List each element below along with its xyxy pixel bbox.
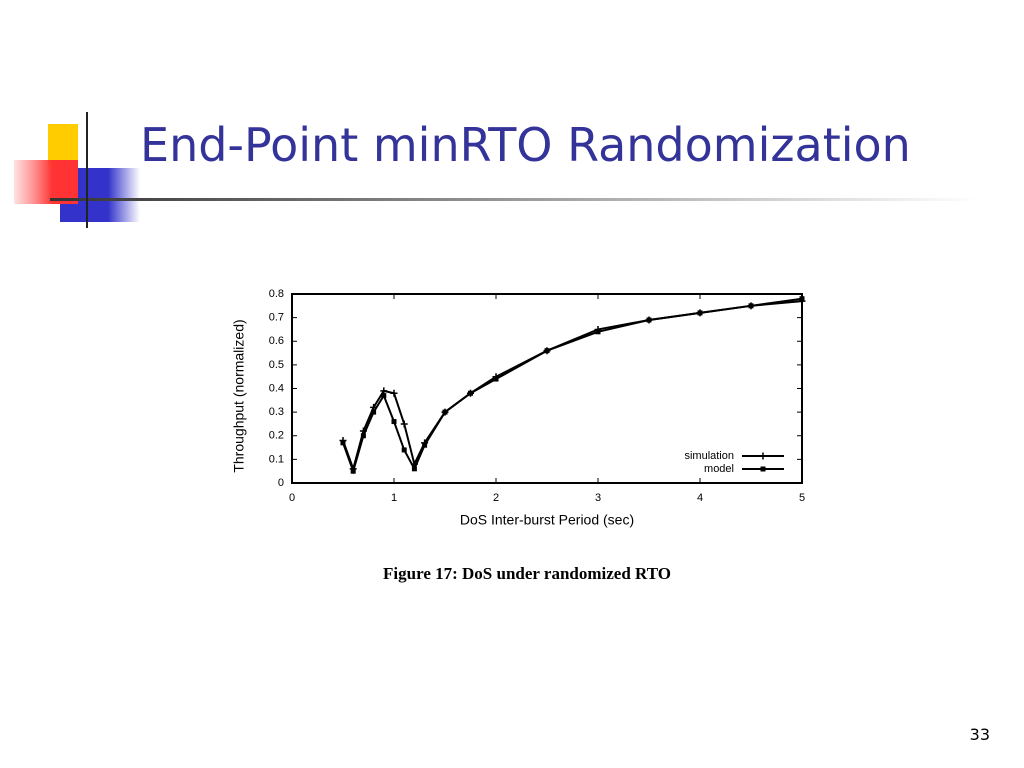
data-point — [422, 442, 428, 448]
y-tick-label: 0.8 — [269, 288, 284, 300]
data-point — [401, 447, 407, 453]
data-point — [391, 419, 397, 425]
red-square — [14, 160, 78, 204]
data-point — [595, 329, 601, 335]
x-tick-label: 1 — [391, 492, 397, 504]
y-tick-label: 0.7 — [269, 312, 284, 324]
x-axis-label: DoS Inter-burst Period (sec) — [460, 512, 634, 528]
data-point — [442, 409, 448, 415]
data-point — [350, 468, 356, 474]
y-tick-label: 0.6 — [269, 335, 284, 347]
y-tick-label: 0.1 — [269, 453, 284, 465]
legend-marker — [759, 452, 767, 460]
y-tick-label: 0 — [278, 477, 284, 489]
legend-label: simulation — [684, 450, 734, 462]
y-tick-label: 0.5 — [269, 359, 284, 371]
x-tick-label: 2 — [493, 492, 499, 504]
data-point — [360, 433, 366, 439]
page-number: 33 — [969, 725, 990, 744]
data-point — [371, 409, 377, 415]
data-point — [544, 348, 550, 354]
data-point — [697, 310, 703, 316]
slide-title: End-Point minRTO Randomization — [140, 118, 911, 172]
title-rule — [50, 198, 980, 201]
y-tick-label: 0.3 — [269, 406, 284, 418]
y-axis-label: Throughput (normalized) — [231, 319, 247, 472]
data-point — [748, 303, 754, 309]
data-point — [400, 420, 408, 428]
x-tick-label: 5 — [799, 492, 805, 504]
y-tick-label: 0.2 — [269, 430, 284, 442]
data-point — [411, 466, 417, 472]
x-tick-label: 3 — [595, 492, 601, 504]
data-point — [646, 317, 652, 323]
data-point — [390, 389, 398, 397]
data-point — [493, 376, 499, 382]
series-line — [342, 297, 803, 475]
y-tick-label: 0.4 — [269, 382, 284, 394]
series-line — [342, 300, 803, 473]
data-point — [381, 393, 387, 399]
x-tick-label: 4 — [697, 492, 703, 504]
yellow-square — [48, 124, 78, 166]
data-point — [340, 440, 346, 446]
data-point — [799, 296, 805, 302]
x-tick-label: 0 — [289, 492, 295, 504]
figure-caption: Figure 17: DoS under randomized RTO — [383, 564, 671, 583]
legend-label: model — [704, 463, 734, 475]
legend-marker — [760, 466, 766, 472]
data-point — [468, 390, 473, 396]
